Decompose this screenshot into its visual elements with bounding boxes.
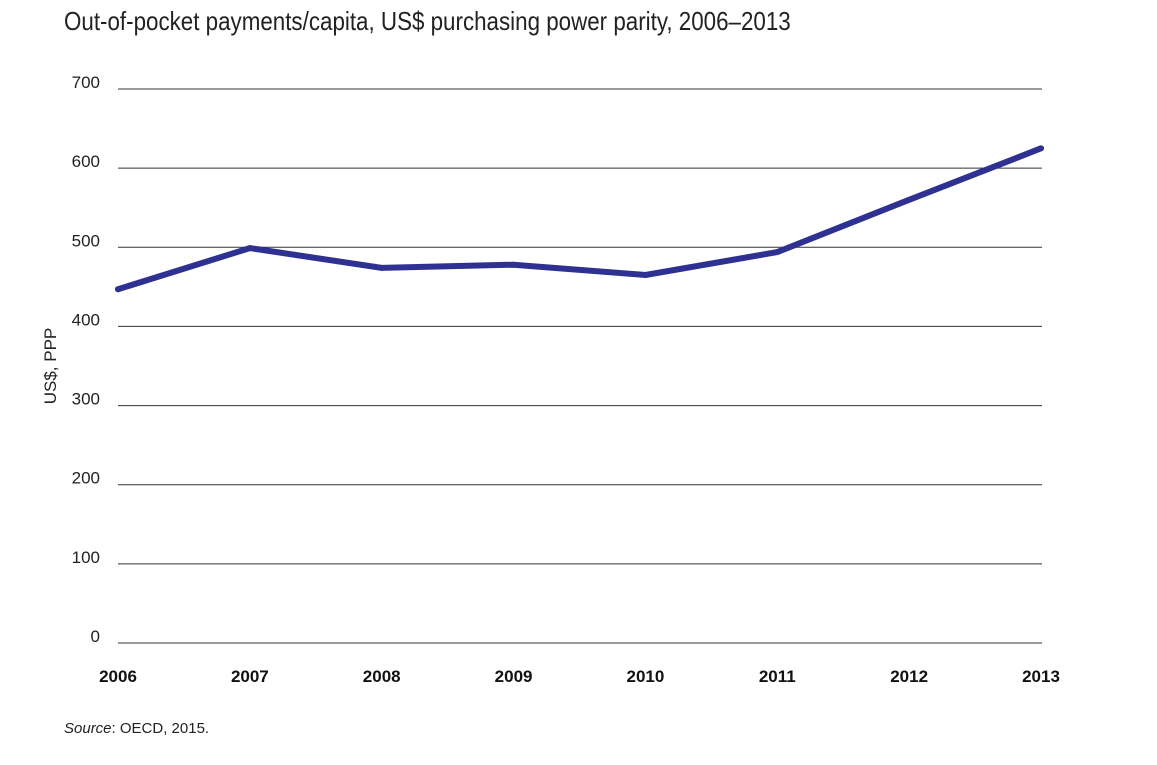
gridlines <box>118 88 1042 644</box>
x-tick-label: 2009 <box>495 667 533 686</box>
y-tick-label: 700 <box>72 73 100 92</box>
y-tick-label: 600 <box>72 152 100 171</box>
chart-title: Out-of-pocket payments/capita, US$ purch… <box>64 6 791 36</box>
x-tick-label: 2013 <box>1022 667 1060 686</box>
y-tick-label: 200 <box>72 469 100 488</box>
data-point <box>774 249 781 256</box>
data-point <box>906 196 913 203</box>
y-axis-ticks: 0 100 200 300 400 500 600 700 <box>72 73 100 646</box>
source-text: : OECD, 2015. <box>111 720 210 737</box>
x-tick-label: 2012 <box>890 667 928 686</box>
x-tick-label: 2008 <box>363 667 401 686</box>
source-note: Source: OECD, 2015. <box>64 720 209 737</box>
y-tick-label: 400 <box>72 310 100 329</box>
data-point <box>1038 145 1044 152</box>
x-axis-ticks: 2006 2007 2008 2009 2010 2011 2012 2013 <box>99 667 1060 686</box>
x-tick-label: 2007 <box>231 667 269 686</box>
y-tick-label: 500 <box>72 231 100 250</box>
x-tick-label: 2006 <box>99 667 137 686</box>
y-tick-label: 0 <box>91 627 100 646</box>
y-tick-label: 300 <box>72 390 100 409</box>
x-tick-label: 2010 <box>627 667 665 686</box>
data-point <box>642 271 649 278</box>
data-point <box>115 286 121 293</box>
source-label: Source <box>64 720 112 737</box>
series-line <box>115 145 1044 293</box>
y-axis-label: US$, PPP <box>41 328 60 405</box>
data-point <box>246 245 253 252</box>
series-group <box>115 145 1044 293</box>
x-tick-label: 2011 <box>759 667 796 686</box>
y-tick-label: 100 <box>72 548 100 567</box>
data-point <box>510 261 517 268</box>
data-point <box>378 264 385 271</box>
